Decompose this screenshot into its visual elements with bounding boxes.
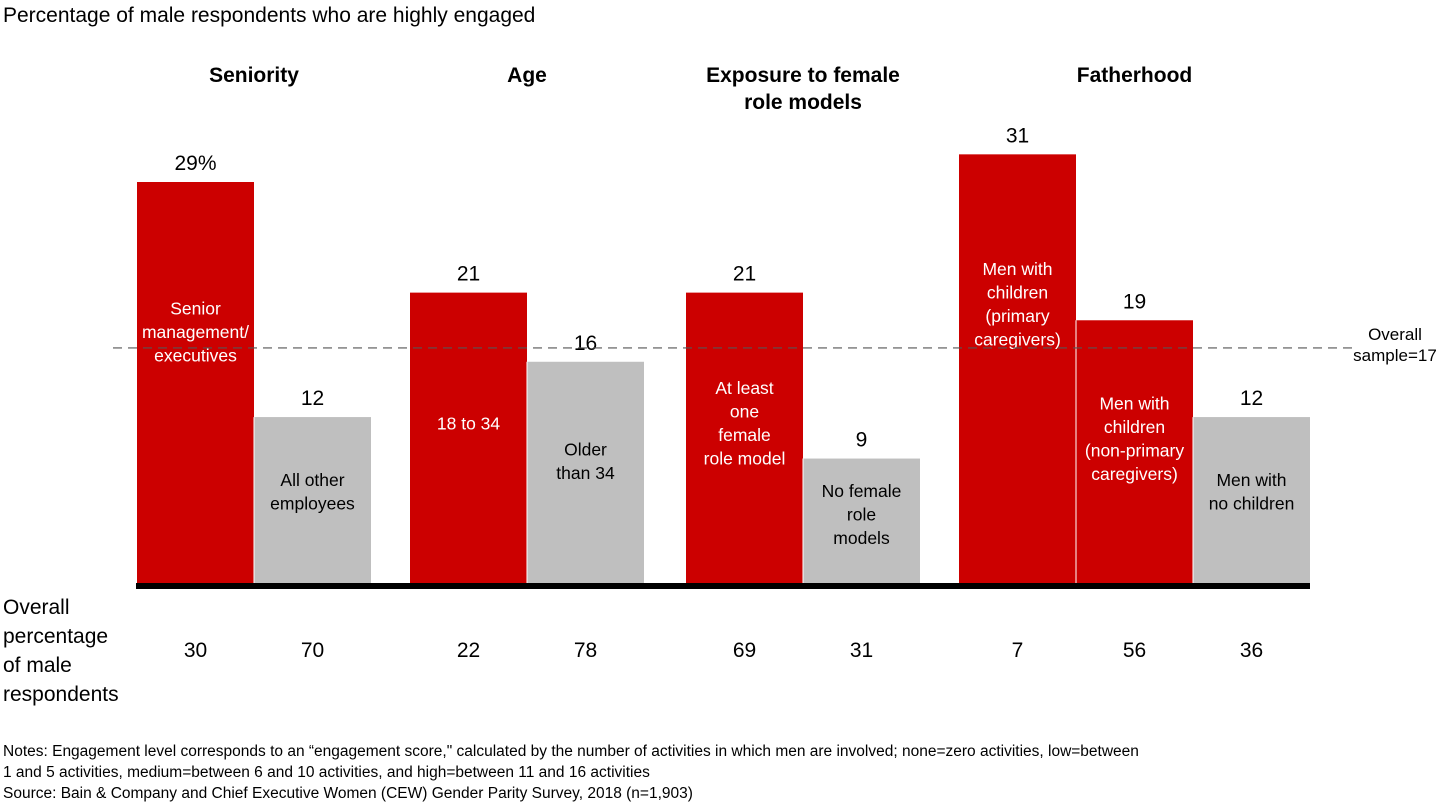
share-row-label-line: Overall: [3, 596, 70, 619]
value-label: 21: [457, 263, 480, 286]
reference-line-label: sample=17: [1353, 346, 1437, 365]
bar: [527, 361, 644, 583]
bar-category-label: than 34: [556, 463, 615, 483]
bar-category-label: caregivers): [1091, 464, 1178, 484]
value-label: 19: [1123, 290, 1146, 313]
group-title-line: Seniority: [209, 64, 299, 87]
value-label: 21: [733, 263, 756, 286]
value-label: 9: [856, 429, 868, 452]
bar-category-label: children: [987, 283, 1048, 303]
bar-category-label: Men with: [982, 259, 1052, 279]
share-row-label-line: respondents: [3, 683, 119, 706]
bar-category-label: 18 to 34: [437, 413, 501, 433]
notes-line-1: Notes: Engagement level corresponds to a…: [3, 743, 1139, 760]
bar-category-label: executives: [154, 346, 237, 366]
bar-category-label: employees: [270, 493, 355, 513]
bar-category-label: At least: [715, 378, 773, 398]
bar-category-label: (primary: [985, 306, 1049, 326]
share-value: 70: [300, 639, 325, 662]
bar-category-label: role model: [704, 449, 786, 469]
bar-category-label: Men with: [1099, 393, 1169, 413]
group-title: Exposure to female role models: [663, 62, 943, 116]
group-title-line: role models: [744, 91, 862, 114]
share-value: 36: [1239, 639, 1264, 662]
bar-category-label: No female: [822, 481, 902, 501]
bar: [959, 154, 1076, 583]
share-row-label-line: of male: [3, 654, 72, 677]
x-axis-baseline: [136, 583, 1310, 589]
group-title: Seniority: [114, 62, 394, 89]
group-title: Age: [387, 62, 667, 89]
value-label: 16: [574, 332, 597, 355]
bar: [803, 458, 920, 583]
bar-category-label: role: [847, 505, 876, 525]
bar-category-label: female: [718, 425, 771, 445]
value-label: 29%: [174, 152, 216, 175]
bar-category-label: (non-primary: [1085, 440, 1184, 460]
bar-category-label: one: [730, 402, 759, 422]
bar-category-label: Older: [564, 440, 607, 460]
share-row-label: Overall percentage of male respondents: [3, 593, 153, 709]
bar: [410, 292, 527, 583]
value-label: 12: [301, 387, 324, 410]
group-title-line: Fatherhood: [1076, 64, 1193, 87]
bar-category-label: Men with: [1216, 470, 1286, 490]
bar-category-label: no children: [1209, 493, 1295, 513]
value-label: 12: [1240, 387, 1263, 410]
share-value: 78: [573, 639, 598, 662]
reference-line-label: Overall: [1368, 325, 1422, 344]
share-value: 31: [849, 639, 874, 662]
bar-category-label: models: [833, 528, 890, 548]
chart-title: Percentage of male respondents who are h…: [3, 4, 536, 27]
share-value: 7: [1011, 639, 1024, 662]
bar-category-label: children: [1104, 417, 1165, 437]
bar-chart: 29% Senior management/executives 12 All othe…: [113, 124, 1437, 589]
share-row-label-line: percentage: [3, 625, 109, 648]
footnotes: Notes: Engagement level corresponds to a…: [3, 741, 1440, 804]
notes-line-2: 1 and 5 activities, medium=between 6 and…: [3, 764, 650, 781]
group-title: Fatherhood: [995, 62, 1275, 89]
bar-category-label: Senior: [170, 299, 221, 319]
share-value: 30: [183, 639, 208, 662]
share-value: 22: [456, 639, 481, 662]
bar-category-label: caregivers): [974, 330, 1061, 350]
bar: [1193, 417, 1310, 583]
share-value: 69: [732, 639, 757, 662]
group-title-line: Exposure to female: [706, 64, 900, 87]
bar: [686, 292, 803, 583]
bar: [137, 182, 254, 583]
bar: [254, 417, 371, 583]
bar-category-label: All other: [280, 470, 344, 490]
source-line: Source: Bain & Company and Chief Executi…: [3, 785, 693, 802]
value-label: 31: [1006, 124, 1029, 147]
group-title-line: Age: [507, 64, 547, 87]
bar: [1076, 320, 1193, 583]
share-value: 56: [1122, 639, 1147, 662]
bar-category-label: management/: [142, 322, 249, 342]
